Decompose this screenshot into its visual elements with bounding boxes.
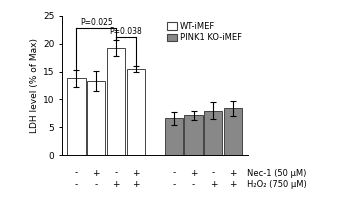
Text: +: + bbox=[209, 180, 217, 189]
Text: +: + bbox=[112, 180, 120, 189]
Text: -: - bbox=[172, 180, 175, 189]
Bar bbox=[165, 118, 183, 155]
Text: -: - bbox=[95, 180, 98, 189]
Bar bbox=[224, 108, 242, 155]
Text: P=0.025: P=0.025 bbox=[80, 18, 112, 27]
Text: -: - bbox=[75, 169, 78, 178]
Text: Nec-1 (50 μM): Nec-1 (50 μM) bbox=[247, 169, 306, 178]
Y-axis label: LDH level (% of Max): LDH level (% of Max) bbox=[30, 38, 39, 133]
Bar bbox=[127, 69, 145, 155]
Bar bbox=[67, 78, 86, 155]
Text: +: + bbox=[229, 169, 237, 178]
Text: +: + bbox=[190, 169, 197, 178]
Text: +: + bbox=[132, 169, 140, 178]
Text: -: - bbox=[75, 180, 78, 189]
Bar bbox=[204, 111, 223, 155]
Bar bbox=[107, 48, 125, 155]
Text: +: + bbox=[132, 180, 140, 189]
Text: -: - bbox=[192, 180, 195, 189]
Text: +: + bbox=[229, 180, 237, 189]
Legend: WT-iMEF, PINK1 KO-iMEF: WT-iMEF, PINK1 KO-iMEF bbox=[165, 20, 244, 44]
Text: H₂O₂ (750 μM): H₂O₂ (750 μM) bbox=[247, 180, 307, 189]
Bar bbox=[87, 81, 105, 155]
Text: -: - bbox=[172, 169, 175, 178]
Text: P=0.038: P=0.038 bbox=[109, 27, 142, 36]
Text: -: - bbox=[212, 169, 215, 178]
Bar bbox=[184, 115, 203, 155]
Text: -: - bbox=[115, 169, 118, 178]
Text: +: + bbox=[93, 169, 100, 178]
